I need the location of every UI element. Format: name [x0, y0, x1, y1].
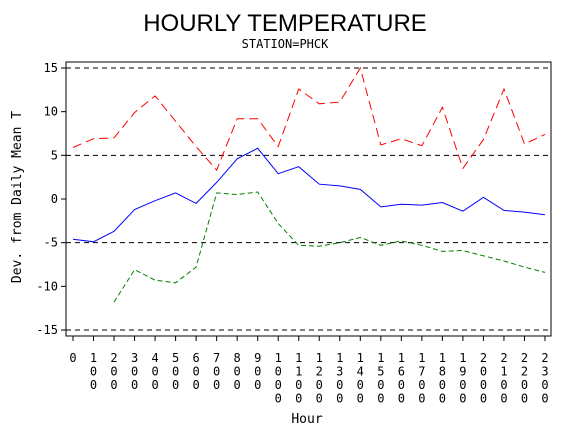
y-tick-label: -15	[36, 323, 58, 337]
x-tick-label: 0	[69, 351, 76, 365]
y-tick-label: 0	[51, 192, 58, 206]
y-tick-label: -10	[36, 279, 58, 293]
y-tick-label: 10	[44, 105, 58, 119]
y-tick-label: -5	[44, 236, 58, 250]
series-line-2	[72, 147, 546, 243]
chart-subtitle: STATION=PHCK	[242, 37, 329, 51]
plot-frame	[65, 61, 552, 337]
y-tick-label: 15	[44, 61, 58, 75]
y-tick-label: 5	[51, 148, 58, 162]
series-line-1	[72, 66, 546, 172]
chart-title: HOURLY TEMPERATURE	[143, 10, 427, 37]
x-axis-label: Hour	[291, 412, 322, 427]
series-line-3	[113, 191, 546, 303]
y-axis-label: Dev. from Daily Mean T	[10, 111, 25, 283]
